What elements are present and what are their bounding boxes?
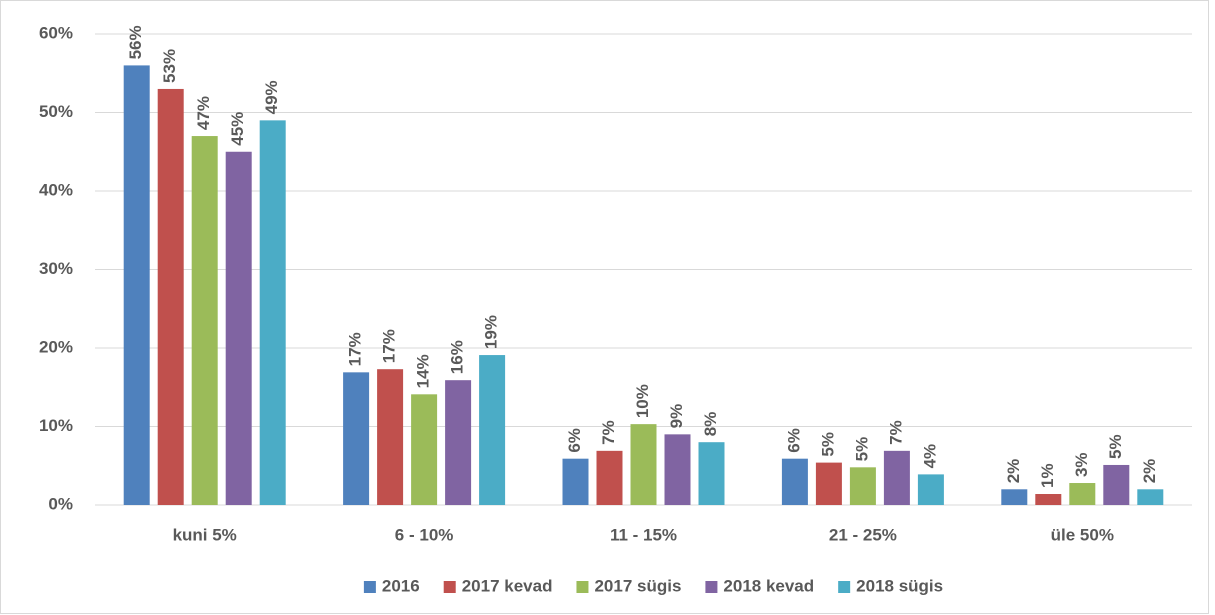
bar (630, 424, 657, 505)
value-label: 6% (784, 428, 803, 453)
y-tick-label: 20% (39, 337, 73, 356)
y-tick-label: 10% (39, 416, 73, 435)
bar (191, 136, 218, 506)
value-label: 17% (346, 332, 365, 366)
x-tick-label: üle 50% (1051, 525, 1114, 544)
bar (917, 474, 944, 505)
legend-label: 2017 sügis (594, 576, 681, 595)
value-label: 4% (920, 444, 939, 469)
y-tick-label: 0% (48, 494, 73, 513)
x-tick-label: 11 - 15% (610, 525, 677, 544)
legend-swatch (705, 581, 718, 593)
bar (562, 458, 589, 505)
value-label: 45% (228, 112, 247, 146)
bar (157, 88, 184, 505)
value-label: 9% (667, 404, 686, 429)
bar (664, 434, 691, 505)
bar (781, 458, 808, 505)
y-tick-label: 30% (39, 259, 73, 278)
value-label: 6% (565, 428, 584, 453)
value-label: 47% (194, 96, 213, 130)
value-label: 14% (414, 354, 433, 388)
x-tick-label: 6 - 10% (395, 525, 454, 544)
bar (596, 450, 623, 505)
x-tick-label: 21 - 25% (829, 525, 897, 544)
bar (259, 120, 286, 505)
bar (377, 369, 404, 505)
bar (225, 151, 252, 505)
value-label: 3% (1072, 452, 1091, 477)
value-label: 5% (818, 432, 837, 457)
value-label: 5% (1106, 434, 1125, 459)
value-label: 8% (701, 412, 720, 437)
value-label: 56% (126, 25, 145, 59)
value-label: 7% (886, 420, 905, 445)
value-label: 2% (1004, 459, 1023, 484)
bar (1001, 489, 1028, 505)
value-label: 19% (482, 315, 501, 349)
value-label: 17% (380, 329, 399, 363)
bar (343, 372, 370, 505)
value-label: 10% (633, 384, 652, 418)
legend-swatch (576, 581, 589, 593)
value-label: 1% (1038, 463, 1057, 488)
x-tick-label: kuni 5% (173, 525, 237, 544)
legend-swatch (838, 581, 851, 593)
legend-label: 2018 sügis (856, 576, 943, 595)
bar (445, 380, 472, 505)
y-tick-label: 40% (39, 180, 73, 199)
bar (479, 355, 506, 505)
bar (1035, 494, 1062, 505)
bar (883, 450, 910, 505)
bar (849, 467, 876, 505)
y-tick-label: 50% (39, 102, 73, 121)
value-label: 49% (262, 80, 281, 114)
legend-swatch (443, 581, 456, 593)
bar (1103, 464, 1130, 505)
legend-label: 2017 kevad (462, 576, 553, 595)
bar (123, 65, 150, 506)
value-label: 2% (1140, 459, 1159, 484)
legend-label: 2016 (382, 576, 420, 595)
legend-swatch (363, 581, 376, 593)
bar (411, 394, 438, 505)
value-label: 16% (448, 340, 467, 374)
value-label: 5% (852, 437, 871, 462)
value-label: 53% (160, 49, 179, 83)
bar (698, 442, 725, 505)
bar (1069, 483, 1096, 505)
bar (815, 462, 842, 505)
bar (1137, 489, 1164, 505)
value-label: 7% (599, 420, 618, 445)
legend-label: 2018 kevad (723, 576, 814, 595)
y-tick-label: 60% (39, 23, 73, 42)
